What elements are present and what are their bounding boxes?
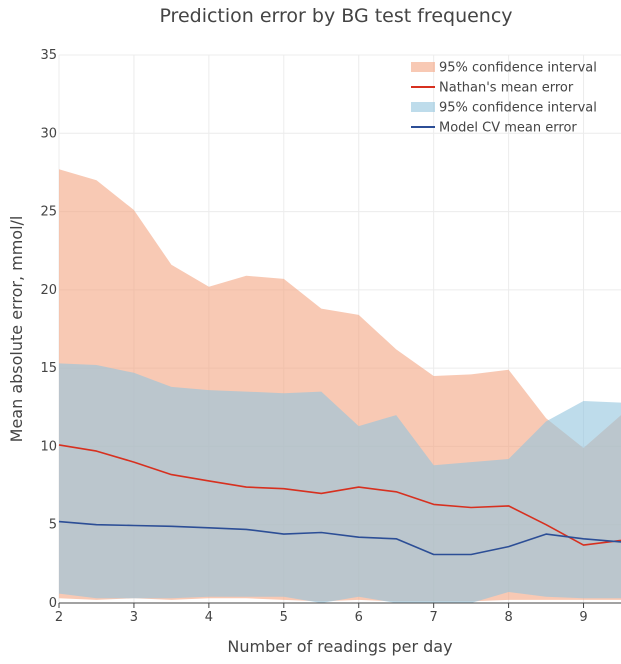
x-tick-label: 2 [55,610,63,625]
chart-title: Prediction error by BG test frequency [159,5,512,27]
axis-layer: 0 5 10 15 20 25 30 35 2 3 4 5 6 7 8 9 [40,48,621,625]
legend-label: 95% confidence interval [439,101,597,116]
y-tick-label: 10 [40,439,57,454]
legend-swatch-band [411,62,435,72]
y-tick-label: 35 [40,48,57,63]
y-tick-label: 15 [40,361,57,376]
legend-item-1[interactable]: 95% confidence interval [411,61,597,76]
y-tick-label: 20 [40,283,57,298]
line-layer [58,444,621,556]
y-axis-label: Mean absolute error, mmol/l [7,216,26,443]
x-tick-label: 4 [205,610,213,625]
mean-error-line-2 [58,444,621,546]
x-tick-label: 5 [280,610,288,625]
x-tick-label: 8 [504,610,512,625]
legend-item-3[interactable]: 95% confidence interval [411,101,597,116]
y-tick-label: 5 [49,518,57,533]
y-tick-label: 30 [40,126,57,141]
y-tick-label: 25 [40,205,57,220]
legend-item-2[interactable]: Nathan's mean error [411,81,574,96]
confidence-band-3 [59,363,621,603]
x-tick-label: 6 [355,610,363,625]
x-tick-label: 9 [579,610,587,625]
y-tick-label: 0 [49,596,57,611]
legend[interactable]: 95% confidence interval Nathan's mean err… [411,61,597,136]
x-axis-label: Number of readings per day [227,637,452,656]
mean-error-line-4 [58,520,621,556]
legend-label: Model CV mean error [439,121,577,136]
x-tick-label: 3 [130,610,138,625]
band-layer [59,169,621,603]
legend-label: Nathan's mean error [439,81,574,96]
legend-item-4[interactable]: Model CV mean error [411,121,577,136]
legend-label: 95% confidence interval [439,61,597,76]
legend-swatch-band [411,102,435,112]
x-tick-label: 7 [430,610,438,625]
